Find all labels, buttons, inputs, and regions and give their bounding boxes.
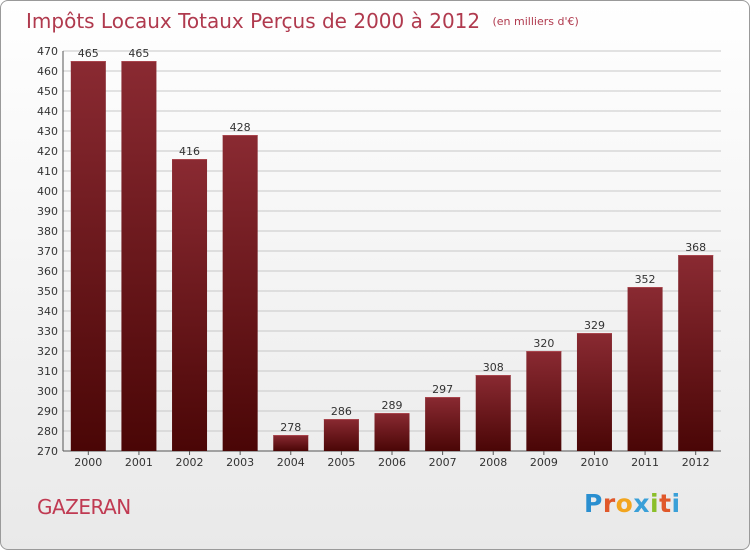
x-tick-label: 2005 bbox=[327, 456, 355, 469]
y-tick-label: 340 bbox=[37, 305, 58, 318]
grid-lines bbox=[63, 50, 721, 452]
chart-title-text: Impôts Locaux Totaux Perçus de 2000 à 20… bbox=[26, 9, 481, 33]
data-label: 297 bbox=[432, 383, 453, 396]
x-tick-label: 2010 bbox=[580, 456, 608, 469]
x-tick-label: 2006 bbox=[378, 456, 406, 469]
data-label: 289 bbox=[382, 399, 403, 412]
axes: 270 280 290 300 310 320 330 340 350 360 370 380 390 4… bbox=[37, 45, 721, 469]
bar-2002 bbox=[172, 159, 208, 451]
chart-title: Impôts Locaux Totaux Perçus de 2000 à 20… bbox=[26, 9, 579, 33]
data-label: 329 bbox=[584, 319, 605, 332]
x-tick-label: 2008 bbox=[479, 456, 507, 469]
bar-2003 bbox=[222, 135, 258, 451]
bar-2009 bbox=[526, 351, 562, 451]
bar-2000 bbox=[70, 61, 106, 451]
bars bbox=[70, 61, 714, 451]
y-tick-label: 320 bbox=[37, 345, 58, 358]
data-label: 465 bbox=[78, 47, 99, 60]
data-label: 428 bbox=[230, 121, 251, 134]
y-tick-label: 290 bbox=[37, 405, 58, 418]
y-tick-label: 410 bbox=[37, 165, 58, 178]
x-tick-label: 2000 bbox=[74, 456, 102, 469]
y-tick-label: 360 bbox=[37, 265, 58, 278]
x-tick-label: 2012 bbox=[682, 456, 710, 469]
bar-2006 bbox=[374, 413, 410, 451]
chart-unit-note: (en milliers d'€) bbox=[492, 15, 579, 28]
data-label: 286 bbox=[331, 405, 352, 418]
y-tick-label: 470 bbox=[37, 45, 58, 58]
x-tick-label: 2011 bbox=[631, 456, 659, 469]
y-tick-label: 350 bbox=[37, 285, 58, 298]
data-label: 308 bbox=[483, 361, 504, 374]
data-labels: 465 465 416 428 278 286 289 297 308 320 329 352 368 bbox=[78, 47, 706, 434]
data-label: 416 bbox=[179, 145, 200, 158]
x-tick-label: 2003 bbox=[226, 456, 254, 469]
x-tick-label: 2009 bbox=[530, 456, 558, 469]
y-tick-label: 420 bbox=[37, 145, 58, 158]
bar-2007 bbox=[425, 397, 461, 451]
bar-2005 bbox=[323, 419, 359, 451]
data-label: 368 bbox=[685, 241, 706, 254]
data-label: 352 bbox=[635, 273, 656, 286]
y-tick-label: 430 bbox=[37, 125, 58, 138]
y-tick-label: 440 bbox=[37, 105, 58, 118]
bar-2008 bbox=[475, 375, 511, 451]
data-label: 320 bbox=[533, 337, 554, 350]
y-tick-label: 380 bbox=[37, 225, 58, 238]
x-tick-label: 2002 bbox=[176, 456, 204, 469]
x-tick-label: 2007 bbox=[429, 456, 457, 469]
y-tick-label: 300 bbox=[37, 385, 58, 398]
x-tick-label: 2001 bbox=[125, 456, 153, 469]
town-name: GAZERAN bbox=[37, 495, 131, 519]
y-tick-label: 270 bbox=[37, 445, 58, 458]
data-label: 465 bbox=[128, 47, 149, 60]
bar-2011 bbox=[627, 287, 663, 451]
bar-2012 bbox=[678, 255, 714, 451]
y-tick-label: 400 bbox=[37, 185, 58, 198]
y-tick-label: 280 bbox=[37, 425, 58, 438]
bar-2010 bbox=[576, 333, 612, 451]
y-tick-label: 390 bbox=[37, 205, 58, 218]
y-tick-label: 310 bbox=[37, 365, 58, 378]
bar-2001 bbox=[121, 61, 157, 451]
data-label: 278 bbox=[280, 421, 301, 434]
y-tick-label: 450 bbox=[37, 85, 58, 98]
proxiti-logo: Proxiti bbox=[584, 489, 681, 518]
y-tick-label: 370 bbox=[37, 245, 58, 258]
x-tick-label: 2004 bbox=[277, 456, 305, 469]
y-tick-label: 460 bbox=[37, 65, 58, 78]
y-tick-label: 330 bbox=[37, 325, 58, 338]
bar-2004 bbox=[273, 435, 309, 451]
